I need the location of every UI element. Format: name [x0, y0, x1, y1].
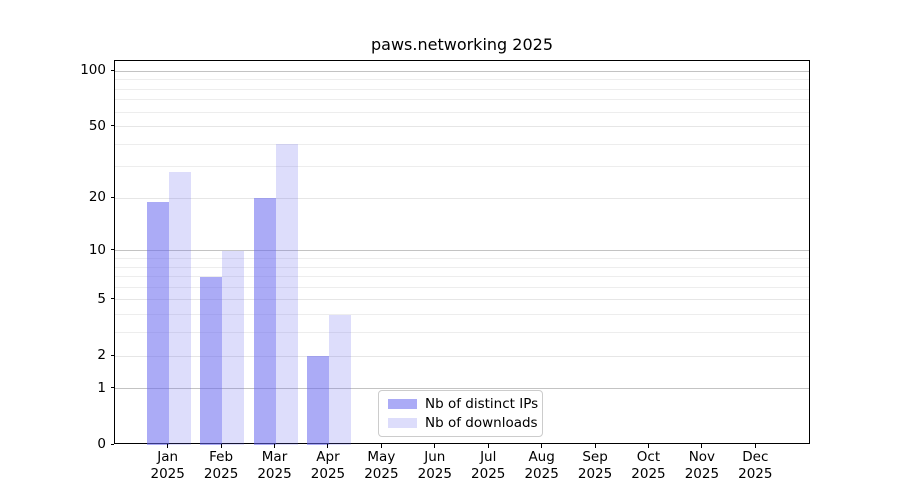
chart-title: paws.networking 2025 — [371, 35, 553, 54]
x-tick-label-jul: Jul 2025 — [471, 449, 506, 482]
gridline-30 — [115, 166, 809, 168]
bar-downloads-apr — [328, 314, 351, 445]
gridline-5 — [115, 299, 809, 301]
legend-swatch-distinct-ips — [388, 399, 417, 409]
y-tick-label-1: 1 — [97, 379, 106, 396]
gridline-9 — [115, 258, 809, 260]
plot-area — [114, 60, 810, 445]
y-tick-mark-1 — [110, 387, 114, 389]
bar-distinct-ips-mar — [253, 198, 276, 445]
bar-downloads-mar — [275, 144, 298, 445]
x-tick-label-jun: Jun 2025 — [417, 449, 452, 482]
gridline-6 — [115, 286, 809, 288]
gridline-80 — [115, 88, 809, 90]
legend-swatch-downloads — [388, 418, 417, 428]
gridline-4 — [115, 314, 809, 316]
bar-distinct-ips-feb — [200, 276, 223, 445]
y-tick-label-100: 100 — [80, 62, 106, 79]
x-tick-mark-mar — [274, 444, 276, 448]
x-tick-mark-jan — [167, 444, 169, 448]
y-tick-label-5: 5 — [97, 290, 106, 307]
gridline-70 — [115, 99, 809, 101]
y-tick-label-2: 2 — [97, 347, 106, 364]
y-tick-label-20: 20 — [88, 189, 106, 206]
gridline-10 — [115, 250, 809, 252]
gridline-50 — [115, 126, 809, 128]
gridline-8 — [115, 266, 809, 268]
gridline-3 — [115, 332, 809, 334]
y-tick-mark-100 — [110, 69, 114, 71]
y-tick-label-10: 10 — [88, 241, 106, 258]
y-tick-label-50: 50 — [88, 117, 106, 134]
x-tick-mark-feb — [220, 444, 222, 448]
y-tick-mark-50 — [110, 125, 114, 127]
x-tick-label-mar: Mar 2025 — [257, 449, 292, 482]
gridline-7 — [115, 276, 809, 278]
x-tick-mark-dec — [754, 444, 756, 448]
y-tick-label-0: 0 — [97, 436, 106, 452]
x-tick-mark-apr — [327, 444, 329, 448]
y-tick-mark-10 — [110, 249, 114, 251]
gridline-2 — [115, 355, 809, 357]
legend: Nb of distinct IPs Nb of downloads — [378, 390, 543, 437]
legend-label-downloads: Nb of downloads — [425, 415, 538, 431]
x-tick-mark-nov — [701, 444, 703, 448]
gridline-60 — [115, 111, 809, 113]
x-tick-label-may: May 2025 — [364, 449, 399, 482]
legend-label-distinct-ips: Nb of distinct IPs — [425, 396, 539, 412]
gridline-1 — [115, 388, 809, 390]
x-tick-label-dec: Dec 2025 — [738, 449, 773, 482]
x-tick-mark-jul — [487, 444, 489, 448]
y-tick-mark-2 — [110, 354, 114, 356]
x-tick-label-sep: Sep 2025 — [577, 449, 613, 482]
gridline-20 — [115, 197, 809, 199]
bar-distinct-ips-jan — [146, 202, 169, 445]
y-tick-mark-20 — [110, 196, 114, 198]
x-tick-mark-aug — [541, 444, 543, 448]
y-tick-mark-5 — [110, 298, 114, 300]
legend-item-downloads: Nb of downloads — [388, 415, 538, 431]
bar-downloads-feb — [222, 250, 245, 445]
x-tick-mark-oct — [647, 444, 649, 448]
y-tick-mark-0 — [110, 443, 114, 445]
x-tick-label-nov: Nov 2025 — [684, 449, 720, 482]
x-tick-mark-may — [380, 444, 382, 448]
x-tick-label-apr: Apr 2025 — [310, 449, 346, 482]
gridline-90 — [115, 79, 809, 81]
bar-distinct-ips-apr — [306, 356, 329, 445]
gridline-40 — [115, 143, 809, 145]
x-tick-label-feb: Feb 2025 — [203, 449, 239, 482]
x-tick-label-aug: Aug 2025 — [524, 449, 559, 482]
x-tick-label-jan: Jan 2025 — [150, 449, 185, 482]
x-tick-label-oct: Oct 2025 — [631, 449, 666, 482]
x-tick-mark-sep — [594, 444, 596, 448]
legend-item-distinct-ips: Nb of distinct IPs — [388, 396, 538, 412]
bar-downloads-jan — [168, 172, 191, 445]
gridline-100 — [115, 70, 809, 72]
x-tick-mark-jun — [434, 444, 436, 448]
